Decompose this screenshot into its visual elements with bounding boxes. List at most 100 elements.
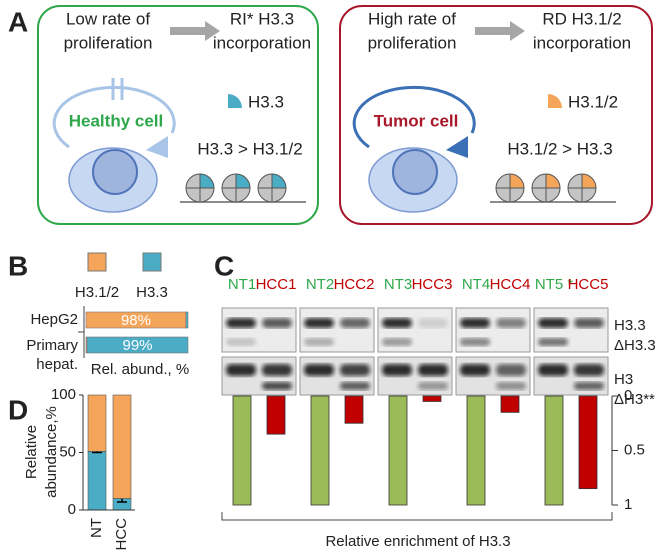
panel-label: C xyxy=(214,250,234,281)
nucleosome-part xyxy=(581,187,597,203)
bar xyxy=(310,395,330,506)
band xyxy=(340,318,370,328)
nucleosome-part xyxy=(545,187,561,203)
bar xyxy=(87,451,107,511)
band xyxy=(262,382,292,390)
y-axis-label: abundance,% xyxy=(43,406,60,498)
panel-label: B xyxy=(8,250,28,281)
y-tick-label: 50 xyxy=(59,443,76,460)
incorp-text: incorporation xyxy=(533,33,631,52)
cycle-arrow xyxy=(52,85,176,149)
legend-text: H3.1/2 xyxy=(568,92,618,111)
band-label: ΔH3.3 xyxy=(614,337,656,354)
sample-label: NT5 * xyxy=(535,276,574,293)
cell-label: Tumor cell xyxy=(374,111,459,130)
nucleus xyxy=(392,149,438,195)
band xyxy=(226,318,256,328)
y-tick-label: 1 xyxy=(624,496,632,513)
band-label: ΔH3** xyxy=(614,391,655,408)
sample-label: HCC3 xyxy=(412,276,453,293)
nucleosome-part xyxy=(185,173,201,189)
nucleosome-part xyxy=(509,187,525,203)
sample-label: NT1 xyxy=(228,276,256,293)
legend-icon xyxy=(548,94,562,108)
band xyxy=(304,338,334,346)
bar xyxy=(266,395,286,435)
nucleosome-part xyxy=(257,173,273,189)
bar xyxy=(112,394,132,499)
sample-label: HCC1 xyxy=(256,276,297,293)
healthy-box xyxy=(37,5,319,225)
band xyxy=(574,318,604,328)
sample-label: HCC4 xyxy=(490,276,531,293)
nucleosome-part xyxy=(271,173,287,189)
cycle-arrow xyxy=(352,85,476,149)
bar xyxy=(344,395,364,424)
bar xyxy=(466,395,486,506)
band xyxy=(226,338,256,346)
arrow-head xyxy=(146,136,168,158)
nucleosome-part xyxy=(495,173,511,189)
nucleosome-part xyxy=(567,187,583,203)
band xyxy=(418,364,448,376)
nucleosome-part xyxy=(185,187,201,203)
y-tick-label: 0 xyxy=(624,387,632,404)
band xyxy=(538,364,568,376)
incorp-text: RD H3.1/2 xyxy=(542,9,621,28)
bar xyxy=(86,336,189,354)
value-label: 99% xyxy=(122,337,152,354)
relation-text: H3.1/2 > H3.3 xyxy=(507,139,612,158)
bar xyxy=(578,395,598,490)
nucleosome-part xyxy=(199,187,215,203)
y-tick-label: 100 xyxy=(51,386,76,403)
rate-text: High rate of xyxy=(368,9,456,28)
x-axis-label: Rel. abund., % xyxy=(91,361,189,378)
band xyxy=(496,364,526,376)
bar xyxy=(232,395,252,506)
bar xyxy=(388,395,408,506)
sample-label: HCC5 xyxy=(568,276,609,293)
band xyxy=(418,382,448,390)
rate-text: proliferation xyxy=(368,33,457,52)
bar xyxy=(422,395,442,402)
band xyxy=(496,318,526,328)
band xyxy=(262,364,292,376)
arrow xyxy=(475,21,525,41)
bar xyxy=(87,394,107,452)
nucleosome-part xyxy=(199,173,215,189)
band xyxy=(460,318,490,328)
band xyxy=(340,382,370,390)
value-label: 98% xyxy=(121,312,151,329)
band xyxy=(382,338,412,346)
rate-text: proliferation xyxy=(64,33,153,52)
panel-label: A xyxy=(8,6,28,37)
bar xyxy=(544,395,564,506)
band xyxy=(538,338,568,346)
band xyxy=(304,318,334,328)
y-axis-label: Relative xyxy=(23,425,40,479)
nucleosome-part xyxy=(509,173,525,189)
sample-label: NT2 xyxy=(306,276,334,293)
nucleosome-part xyxy=(531,187,547,203)
band xyxy=(382,364,412,376)
bar xyxy=(185,311,189,329)
band xyxy=(460,338,490,346)
band xyxy=(574,382,604,390)
band xyxy=(418,318,448,328)
band xyxy=(226,364,256,376)
sample-label: HCC2 xyxy=(334,276,375,293)
band xyxy=(460,364,490,376)
band xyxy=(304,364,334,376)
legend-text: H3.3 xyxy=(136,284,168,301)
nucleosome-part xyxy=(531,173,547,189)
legend-text: H3.3 xyxy=(248,92,284,111)
nucleosome-part xyxy=(221,187,237,203)
bar xyxy=(500,395,520,413)
band xyxy=(262,318,292,328)
nucleosome-part xyxy=(221,173,237,189)
band-label: H3 xyxy=(614,371,633,388)
category-label: Primary hepat. xyxy=(26,337,78,373)
category-label: HCC xyxy=(113,518,130,551)
